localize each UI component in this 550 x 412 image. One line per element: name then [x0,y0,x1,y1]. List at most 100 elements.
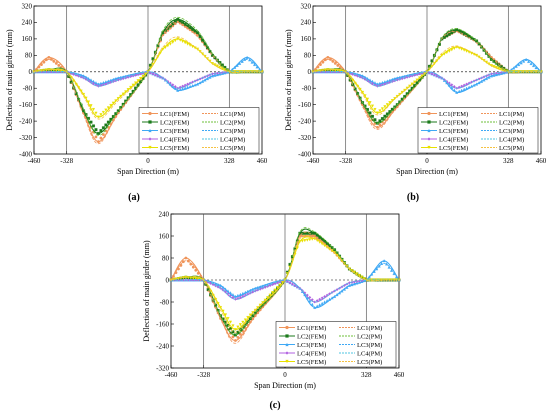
data-point [310,231,314,235]
x-tick-label: -460 [165,371,178,379]
data-point [198,35,202,38]
legend-label: LC5(PM) [357,359,382,366]
legend-label: LC1(PM) [357,325,382,332]
data-point [139,77,143,81]
data-point [96,115,100,119]
data-point [74,82,78,87]
chart-panel-c: 240 160 80 0 -80 -160 -240 -320-460 -328 0 328 460 S… [142,210,405,390]
data-point [285,279,289,283]
legend-label: LC4(FEM) [439,136,468,143]
data-point [226,317,230,321]
data-point [308,299,312,303]
data-point [121,92,125,96]
data-point [236,325,240,329]
x-tick-label: 460 [536,157,547,165]
series-LC4(PM) [33,70,262,89]
series-line [312,28,541,124]
data-point [338,65,342,69]
data-point [442,52,446,56]
data-point [310,302,314,306]
data-point [109,103,113,108]
data-point [176,37,180,41]
series-LC2(PM) [33,16,262,136]
data-point [86,100,91,104]
data-point [519,61,523,65]
x-axis-title: Span Direction (m) [117,167,179,176]
legend-marker [285,325,289,330]
series-LC2(PM) [312,28,541,124]
data-point [109,117,113,121]
data-point [403,94,407,98]
data-point [198,77,202,81]
x-tick-label: 0 [425,157,429,165]
legend-box [417,107,539,154]
data-point [238,295,242,299]
data-point [295,246,299,250]
data-point [49,57,53,61]
series-line [33,36,262,120]
data-point [375,111,379,115]
data-point [233,328,237,332]
data-point [97,140,100,144]
legend-marker [427,137,431,141]
y-tick-label: -80 [160,298,170,306]
legend-label: LC5(PM) [499,145,524,152]
data-point [368,101,372,105]
data-point [231,335,235,339]
data-point [460,47,464,51]
data-point [323,70,327,74]
legend-label: LC3(PM) [357,342,382,349]
data-point [305,238,309,242]
x-tick-label: 328 [361,371,372,379]
data-point [447,32,451,36]
data-point [326,55,330,59]
data-point [532,63,536,68]
data-point [241,320,245,324]
data-point [111,101,115,105]
data-point [527,59,531,63]
legend-label: LC3(PM) [499,128,524,135]
data-point [219,306,223,310]
y-tick-label: -80 [302,85,312,93]
y-tick-label: -80 [23,85,33,93]
y-axis-title: Deflection of main girder (mm) [5,29,14,131]
data-point [201,38,204,42]
y-tick-label: 80 [304,52,312,60]
x-tick-label: -460 [307,157,320,165]
data-point [216,302,220,306]
data-point [233,333,237,337]
series-line [33,16,262,136]
data-point [320,296,324,300]
legend-label: LC5(PM) [220,145,245,152]
data-point [238,323,242,327]
data-point [52,59,56,63]
y-tick-label: 0 [308,68,312,76]
data-point [280,281,285,285]
data-point [191,265,195,269]
data-point [181,278,185,282]
data-point [403,88,407,92]
legend-label: LC4(FEM) [160,136,189,143]
series-LC5(PM) [312,45,541,116]
data-point [231,324,235,328]
data-point [308,238,312,242]
y-tick-label: -240 [298,117,311,125]
data-point [139,80,143,83]
legend-marker [148,137,152,141]
data-point [447,49,451,53]
data-point [253,62,257,67]
data-point [246,316,250,320]
data-point [99,83,103,87]
data-point [203,42,207,46]
legend-label: LC1(FEM) [297,325,326,332]
legend-label: LC5(FEM) [439,145,468,152]
data-point [250,60,254,64]
y-tick-label: 240 [22,19,33,27]
data-point [96,131,100,135]
data-point [134,81,138,85]
y-tick-label: 80 [25,52,33,60]
panel-label-c: (c) [269,400,280,411]
legend-label: LC2(PM) [220,119,245,126]
legend-label: LC4(PM) [499,136,524,143]
data-point [529,61,533,66]
